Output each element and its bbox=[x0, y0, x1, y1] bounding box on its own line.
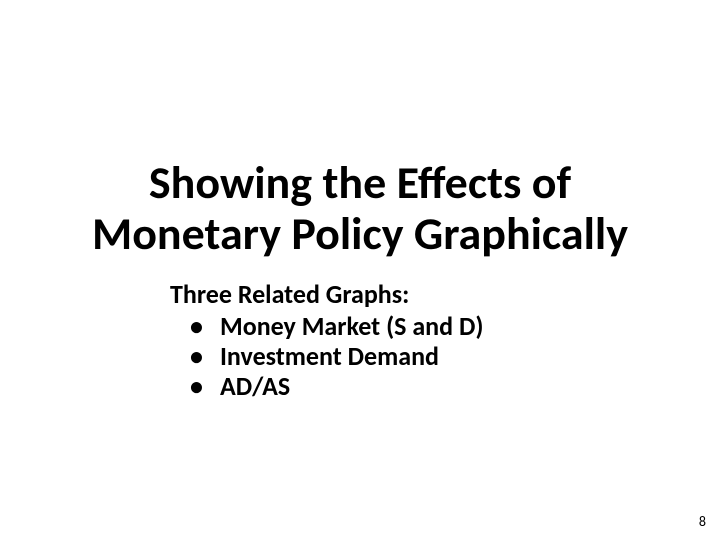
slide-title: Showing the Effects of Monetary Policy G… bbox=[50, 158, 670, 259]
slide-body: Three Related Graphs: Money Market (S an… bbox=[170, 280, 570, 402]
bullet-item: AD/AS bbox=[170, 372, 570, 402]
body-subtitle: Three Related Graphs: bbox=[170, 280, 570, 310]
bullet-list: Money Market (S and D) Investment Demand… bbox=[170, 312, 570, 402]
slide: Showing the Effects of Monetary Policy G… bbox=[0, 0, 720, 540]
bullet-item: Money Market (S and D) bbox=[170, 312, 570, 342]
title-line-2: Monetary Policy Graphically bbox=[50, 209, 670, 260]
bullet-item: Investment Demand bbox=[170, 342, 570, 372]
page-number: 8 bbox=[699, 513, 706, 530]
title-line-1: Showing the Effects of bbox=[50, 158, 670, 209]
